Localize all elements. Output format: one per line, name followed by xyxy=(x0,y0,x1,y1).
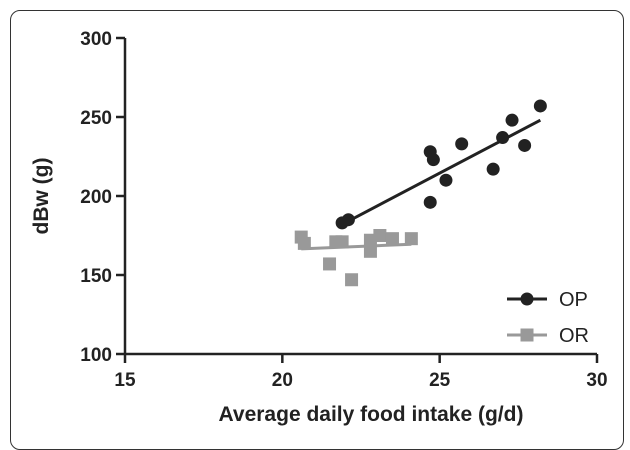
legend-label-op: OP xyxy=(559,289,588,311)
scatter-chart: 100 150 200 250 300 15 20 25 30 OP OR Average dai… xyxy=(30,29,608,426)
data-point-op xyxy=(496,131,510,145)
y-tick-label: 150 xyxy=(80,266,112,287)
data-point-op xyxy=(533,99,547,113)
y-tick-label: 250 xyxy=(80,108,112,129)
data-point-or xyxy=(385,232,399,246)
legend-marker-or xyxy=(520,328,534,342)
data-point-or xyxy=(323,257,337,271)
axes: 100 150 200 250 300 15 20 25 30 xyxy=(80,29,607,391)
data-point-op xyxy=(426,153,440,167)
fit-line-op xyxy=(341,118,542,226)
y-tick-label: 200 xyxy=(80,187,112,208)
data-point-op xyxy=(439,173,453,187)
data-point-op xyxy=(455,137,469,151)
x-tick-label: 20 xyxy=(272,370,293,391)
data-point-or xyxy=(373,229,387,242)
x-tick-label: 30 xyxy=(586,370,607,391)
data-point-op xyxy=(341,213,355,227)
data-point-op xyxy=(423,195,437,209)
legend: OP OR xyxy=(507,289,589,347)
x-axis-label: Average daily food intake (g/d) xyxy=(219,403,524,426)
data-point-or xyxy=(404,232,418,246)
data-point-op xyxy=(505,113,519,127)
legend-label-or: OR xyxy=(559,325,589,347)
x-tick-label: 15 xyxy=(114,370,136,391)
data-point-op xyxy=(486,162,500,176)
data-point-op xyxy=(518,138,532,152)
data-point-or xyxy=(345,273,359,287)
data-point-or xyxy=(297,236,311,250)
y-tick-label: 100 xyxy=(80,345,112,366)
y-tick-label: 300 xyxy=(80,29,112,50)
data-points xyxy=(294,99,547,287)
legend-marker-op xyxy=(520,292,534,306)
data-point-or xyxy=(363,244,377,258)
data-point-or xyxy=(335,235,349,249)
y-axis-label: dBw (g) xyxy=(30,158,53,235)
x-tick-label: 25 xyxy=(429,370,451,391)
